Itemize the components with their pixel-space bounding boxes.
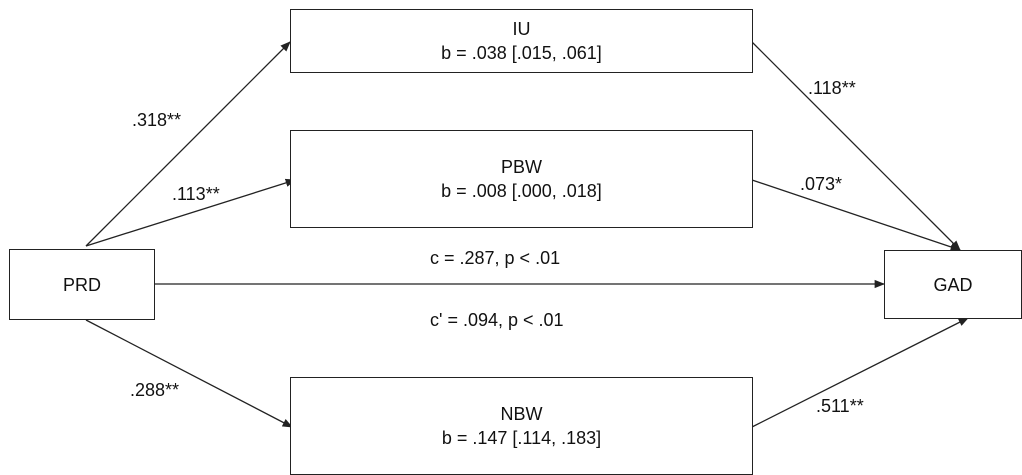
node-pbw-effect: b = .008 [.000, .018]	[441, 181, 602, 201]
node-pbw-name: PBW	[500, 157, 542, 177]
total-effect-label: c = .287, p < .01	[430, 248, 561, 268]
node-prd: PRD	[9, 249, 155, 320]
node-nbw: NBW b = .147 [.114, .183]	[290, 377, 753, 475]
arrow-nbw-to-gad	[751, 317, 969, 428]
node-iu-name: IU	[512, 19, 531, 39]
node-prd-name: PRD	[62, 274, 101, 295]
coef-prd-iu: .318**	[132, 110, 182, 130]
coef-pbw-gad: .073*	[800, 174, 843, 194]
direct-effect-label: c' = .094, p < .01	[430, 310, 564, 330]
node-nbw-effect: b = .147 [.114, .183]	[441, 428, 602, 448]
node-pbw: PBW b = .008 [.000, .018]	[290, 130, 753, 228]
arrow-prd-to-iu	[85, 41, 291, 247]
arrow-prd-to-nbw	[85, 319, 293, 428]
coef-prd-nbw: .288**	[130, 380, 180, 400]
coef-prd-pbw: .113**	[172, 184, 220, 204]
arrow-iu-to-gad	[751, 41, 961, 251]
coef-iu-gad: .118**	[808, 78, 856, 98]
arrow-prd-to-pbw	[85, 178, 296, 247]
node-iu: IU b = .038 [.015, .061]	[290, 9, 753, 73]
node-gad-name: GAD	[933, 274, 973, 295]
node-nbw-name: NBW	[500, 404, 543, 424]
node-iu-effect: b = .038 [.015, .061]	[441, 43, 602, 63]
node-gad: GAD	[884, 250, 1022, 319]
arrow-pbw-to-gad	[751, 179, 961, 251]
coef-nbw-gad: .511**	[816, 396, 864, 416]
